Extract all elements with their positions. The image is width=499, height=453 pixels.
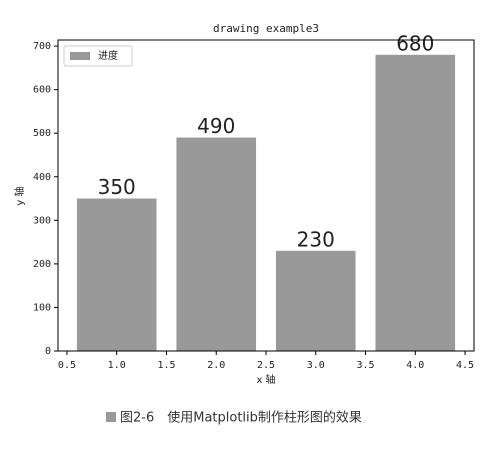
x-tick-label: 2.5	[257, 360, 275, 371]
bar	[176, 137, 257, 351]
x-tick-label: 2.0	[207, 360, 225, 371]
x-tick-label: 4.5	[456, 360, 474, 371]
bar	[275, 250, 356, 351]
value-label: 230	[297, 227, 335, 251]
x-tick-label: 1.0	[108, 360, 126, 371]
legend-swatch	[70, 52, 90, 60]
x-tick-label: 4.0	[406, 360, 424, 371]
y-tick-label: 300	[33, 215, 51, 226]
chart-title: drawing example3	[213, 22, 319, 35]
legend-box	[63, 45, 133, 67]
bar	[76, 198, 157, 351]
y-tick-label: 600	[33, 85, 51, 96]
x-tick-label: 0.5	[58, 360, 76, 371]
x-tick-label: 1.5	[157, 360, 175, 371]
bar	[375, 54, 456, 352]
y-tick-label: 700	[33, 41, 51, 52]
value-label: 490	[197, 114, 235, 138]
value-label: 350	[98, 175, 136, 199]
legend-label: 进度	[98, 49, 118, 62]
value-label: 680	[396, 31, 434, 55]
y-tick-label: 400	[33, 172, 51, 183]
x-tick-label: 3.5	[356, 360, 374, 371]
y-tick-label: 100	[33, 302, 51, 313]
y-axis-label: y 轴	[13, 186, 26, 205]
y-tick-label: 0	[45, 346, 51, 357]
caption-marker	[106, 412, 116, 422]
x-axis-label: x 轴	[256, 373, 275, 386]
caption: 图2-6 使用Matplotlib制作柱形图的效果	[120, 410, 362, 426]
axes-frame	[57, 39, 475, 352]
y-tick-label: 500	[33, 128, 51, 139]
y-tick-label: 200	[33, 259, 51, 270]
x-tick-label: 3.0	[307, 360, 325, 371]
